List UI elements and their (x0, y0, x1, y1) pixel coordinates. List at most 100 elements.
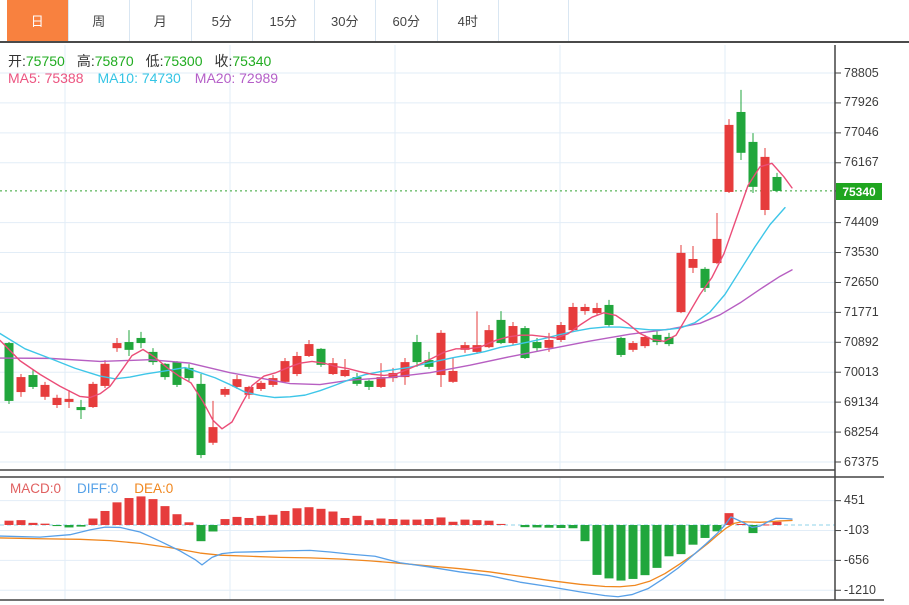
macd-bar (52, 525, 62, 527)
current-price-label: 75340 (836, 183, 882, 200)
macd-bar (400, 519, 410, 525)
candle-body (304, 344, 314, 356)
price-axis-label: 69134 (844, 394, 879, 409)
macd-bar (172, 514, 182, 525)
macd-bar (112, 502, 122, 525)
candle-body (40, 384, 50, 397)
candle-body (112, 343, 122, 349)
ma-value: MA10: 74730 (97, 70, 181, 86)
candle-body (16, 377, 26, 393)
candle-body (568, 306, 578, 331)
candle-body (760, 156, 770, 210)
candle-body (640, 336, 650, 347)
candle-body (460, 345, 470, 350)
tab-period-3[interactable]: 月 (130, 0, 192, 41)
candle-body (736, 111, 746, 153)
candle-body (592, 307, 602, 314)
main-chart-pane[interactable] (0, 89, 835, 459)
candle-body (220, 388, 230, 395)
candle-body (628, 343, 638, 350)
ma-value: MA5: 75388 (8, 70, 84, 86)
price-axis-label: 78805 (844, 65, 879, 80)
candle-body (232, 379, 242, 387)
macd-bar (748, 525, 758, 534)
candle-body (292, 355, 302, 375)
candle-body (184, 367, 194, 379)
ma5-line (0, 162, 793, 430)
candle-body (352, 377, 362, 384)
macd-bar (40, 523, 50, 525)
macd-legend: MACD:0 DIFF:0 DEA:0 (10, 481, 189, 496)
macd-bar (364, 520, 374, 525)
macd-bar (592, 525, 602, 575)
macd-bar (232, 516, 242, 525)
macd-bar (556, 525, 566, 528)
candle-body (484, 330, 494, 348)
ohlc-value: 75300 (163, 53, 203, 69)
ohlc-label: 低: (145, 53, 164, 69)
candle-body (124, 342, 134, 350)
diff-line (0, 516, 793, 598)
macd-bar (532, 525, 542, 528)
macd-bar (64, 525, 74, 528)
macd-bar (736, 523, 746, 525)
tab-period-7[interactable]: 60分 (376, 0, 438, 41)
candle-body (64, 398, 74, 402)
macd-bar (652, 525, 662, 568)
macd-bar (772, 521, 782, 525)
macd-bar (148, 499, 158, 525)
candle-body (676, 252, 686, 313)
macd-bar (604, 525, 614, 579)
macd-bar (124, 498, 134, 525)
candle-body (556, 325, 566, 340)
candle-body (652, 334, 662, 343)
candle-body (364, 380, 374, 387)
price-axis-label: 74409 (844, 215, 879, 230)
macd-bar (4, 520, 14, 525)
tab-period-1[interactable]: 日 (7, 0, 69, 41)
macd-bar (328, 511, 338, 525)
macd-bar (208, 525, 218, 532)
ohlc-label: 开: (8, 53, 26, 69)
macd-bar (460, 519, 470, 525)
candle-body (616, 337, 626, 355)
ma-legend: MA5: 75388 MA10: 74730 MA20: 72989 (8, 70, 292, 86)
tab-period-2[interactable]: 周 (69, 0, 130, 41)
price-axis-label: 68254 (844, 424, 879, 439)
ohlc-label: 高: (76, 53, 95, 69)
macd-bar (676, 525, 686, 555)
price-axis-label: 70013 (844, 364, 879, 379)
macd-bar (760, 524, 770, 526)
macd-bar (688, 525, 698, 545)
tab-period-5[interactable]: 15分 (253, 0, 315, 41)
candle-body (172, 362, 182, 385)
macd-axis-label: -1210 (844, 582, 876, 597)
macd-bar (496, 523, 506, 525)
candle-body (376, 377, 386, 387)
macd-bar (544, 525, 554, 528)
macd-bar (580, 525, 590, 542)
tab-period-4[interactable]: 5分 (192, 0, 253, 41)
macd-bar (640, 525, 650, 576)
tab-period-8[interactable]: 4时 (438, 0, 499, 41)
candle-body (4, 343, 14, 401)
tab-period-6[interactable]: 30分 (315, 0, 376, 41)
candle-body (280, 361, 290, 382)
candle-body (340, 369, 350, 377)
macd-bar (292, 508, 302, 525)
macd-bar (424, 519, 434, 525)
candle-body (712, 238, 722, 264)
macd-bar (472, 520, 482, 525)
price-axis-label: 73530 (844, 245, 879, 260)
macd-bar (520, 525, 530, 528)
macd-bar (16, 520, 26, 525)
ma20-line (0, 269, 793, 386)
price-axis-label: 77926 (844, 95, 879, 110)
macd-bar (136, 496, 146, 525)
macd-pane[interactable] (0, 496, 835, 598)
price-axis-label: 77046 (844, 125, 879, 140)
macd-value: DEA:0 (134, 481, 174, 496)
macd-bar (220, 519, 230, 525)
candle-body (688, 258, 698, 268)
candle-body (148, 351, 158, 363)
